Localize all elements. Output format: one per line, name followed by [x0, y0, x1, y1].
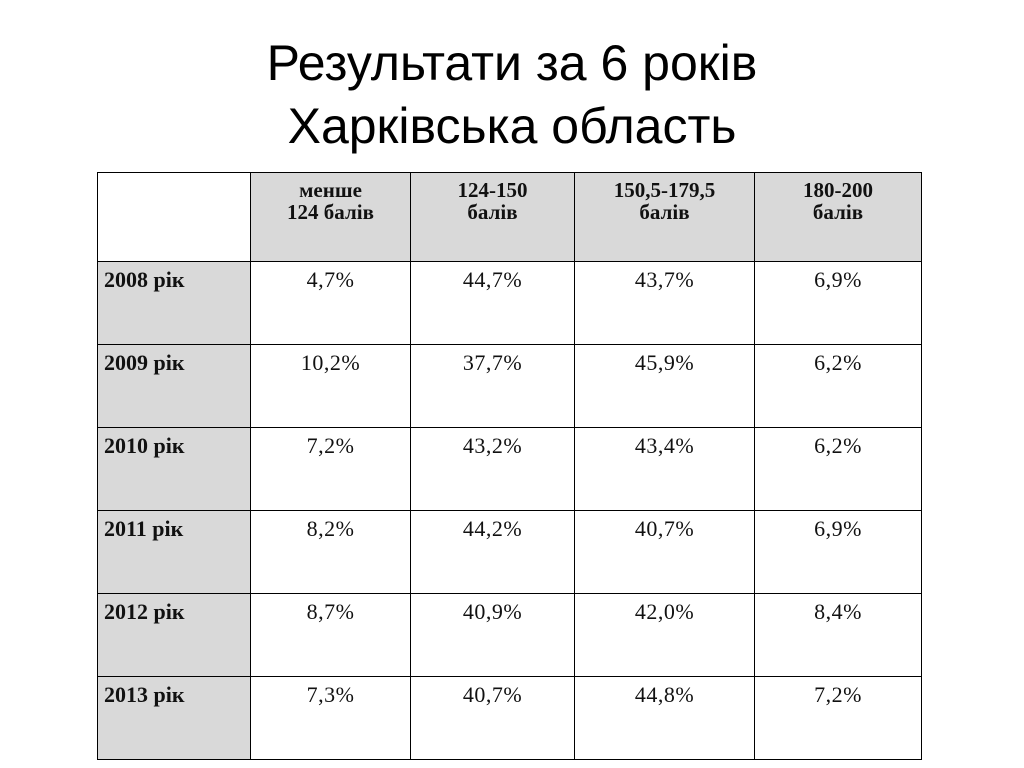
table-cell: 8,4% [754, 593, 922, 677]
table-row: 2010 рік 7,2% 43,2% 43,4% 6,2% [97, 427, 922, 511]
column-header-line: 150,5-179,5 [613, 178, 716, 202]
table-cell: 43,7% [574, 261, 755, 345]
row-header: 2011 рік [97, 510, 251, 594]
column-header: 150,5-179,5 балів [574, 172, 755, 262]
table-cell: 44,7% [410, 261, 575, 345]
table-cell: 4,7% [250, 261, 411, 345]
table-corner-cell [97, 172, 251, 262]
table-cell: 37,7% [410, 344, 575, 428]
table-cell: 8,2% [250, 510, 411, 594]
table-cell: 43,2% [410, 427, 575, 511]
table-row: 2013 рік 7,3% 40,7% 44,8% 7,2% [97, 676, 922, 760]
table-cell: 40,9% [410, 593, 575, 677]
table-cell: 7,3% [250, 676, 411, 760]
table-row: 2008 рік 4,7% 44,7% 43,7% 6,9% [97, 261, 922, 345]
column-header: 180-200 балів [754, 172, 922, 262]
column-header-line: 124-150 [457, 178, 528, 202]
table-cell: 6,2% [754, 344, 922, 428]
column-header: 124-150 балів [410, 172, 575, 262]
slide-title-line-2: Харківська область [287, 98, 737, 154]
slide-title-line-1: Результати за 6 років [266, 35, 758, 91]
table-header-row: менше 124 балів 124-150 балів 150,5-179,… [97, 172, 922, 262]
table-row: 2011 рік 8,2% 44,2% 40,7% 6,9% [97, 510, 922, 594]
column-header: менше 124 балів [250, 172, 411, 262]
table-cell: 44,2% [410, 510, 575, 594]
results-table: менше 124 балів 124-150 балів 150,5-179,… [97, 172, 922, 760]
table-cell: 10,2% [250, 344, 411, 428]
row-header: 2012 рік [97, 593, 251, 677]
table-cell: 45,9% [574, 344, 755, 428]
row-header: 2009 рік [97, 344, 251, 428]
column-header-line: балів [467, 200, 518, 224]
table-row: 2012 рік 8,7% 40,9% 42,0% 8,4% [97, 593, 922, 677]
column-header-line: менше [299, 178, 362, 202]
table-row: 2009 рік 10,2% 37,7% 45,9% 6,2% [97, 344, 922, 428]
table-cell: 44,8% [574, 676, 755, 760]
column-header-line: 124 балів [287, 200, 374, 224]
row-header: 2010 рік [97, 427, 251, 511]
table-cell: 6,9% [754, 261, 922, 345]
table-cell: 7,2% [754, 676, 922, 760]
table-cell: 7,2% [250, 427, 411, 511]
table-cell: 40,7% [410, 676, 575, 760]
column-header-line: 180-200 [803, 178, 873, 202]
table-cell: 6,2% [754, 427, 922, 511]
table-cell: 6,9% [754, 510, 922, 594]
slide-title: Результати за 6 років Харківська область [0, 32, 1024, 158]
row-header: 2008 рік [97, 261, 251, 345]
row-header: 2013 рік [97, 676, 251, 760]
table-cell: 43,4% [574, 427, 755, 511]
table-cell: 8,7% [250, 593, 411, 677]
column-header-line: балів [639, 200, 690, 224]
table-cell: 40,7% [574, 510, 755, 594]
column-header-line: балів [812, 200, 864, 224]
table-cell: 42,0% [574, 593, 755, 677]
